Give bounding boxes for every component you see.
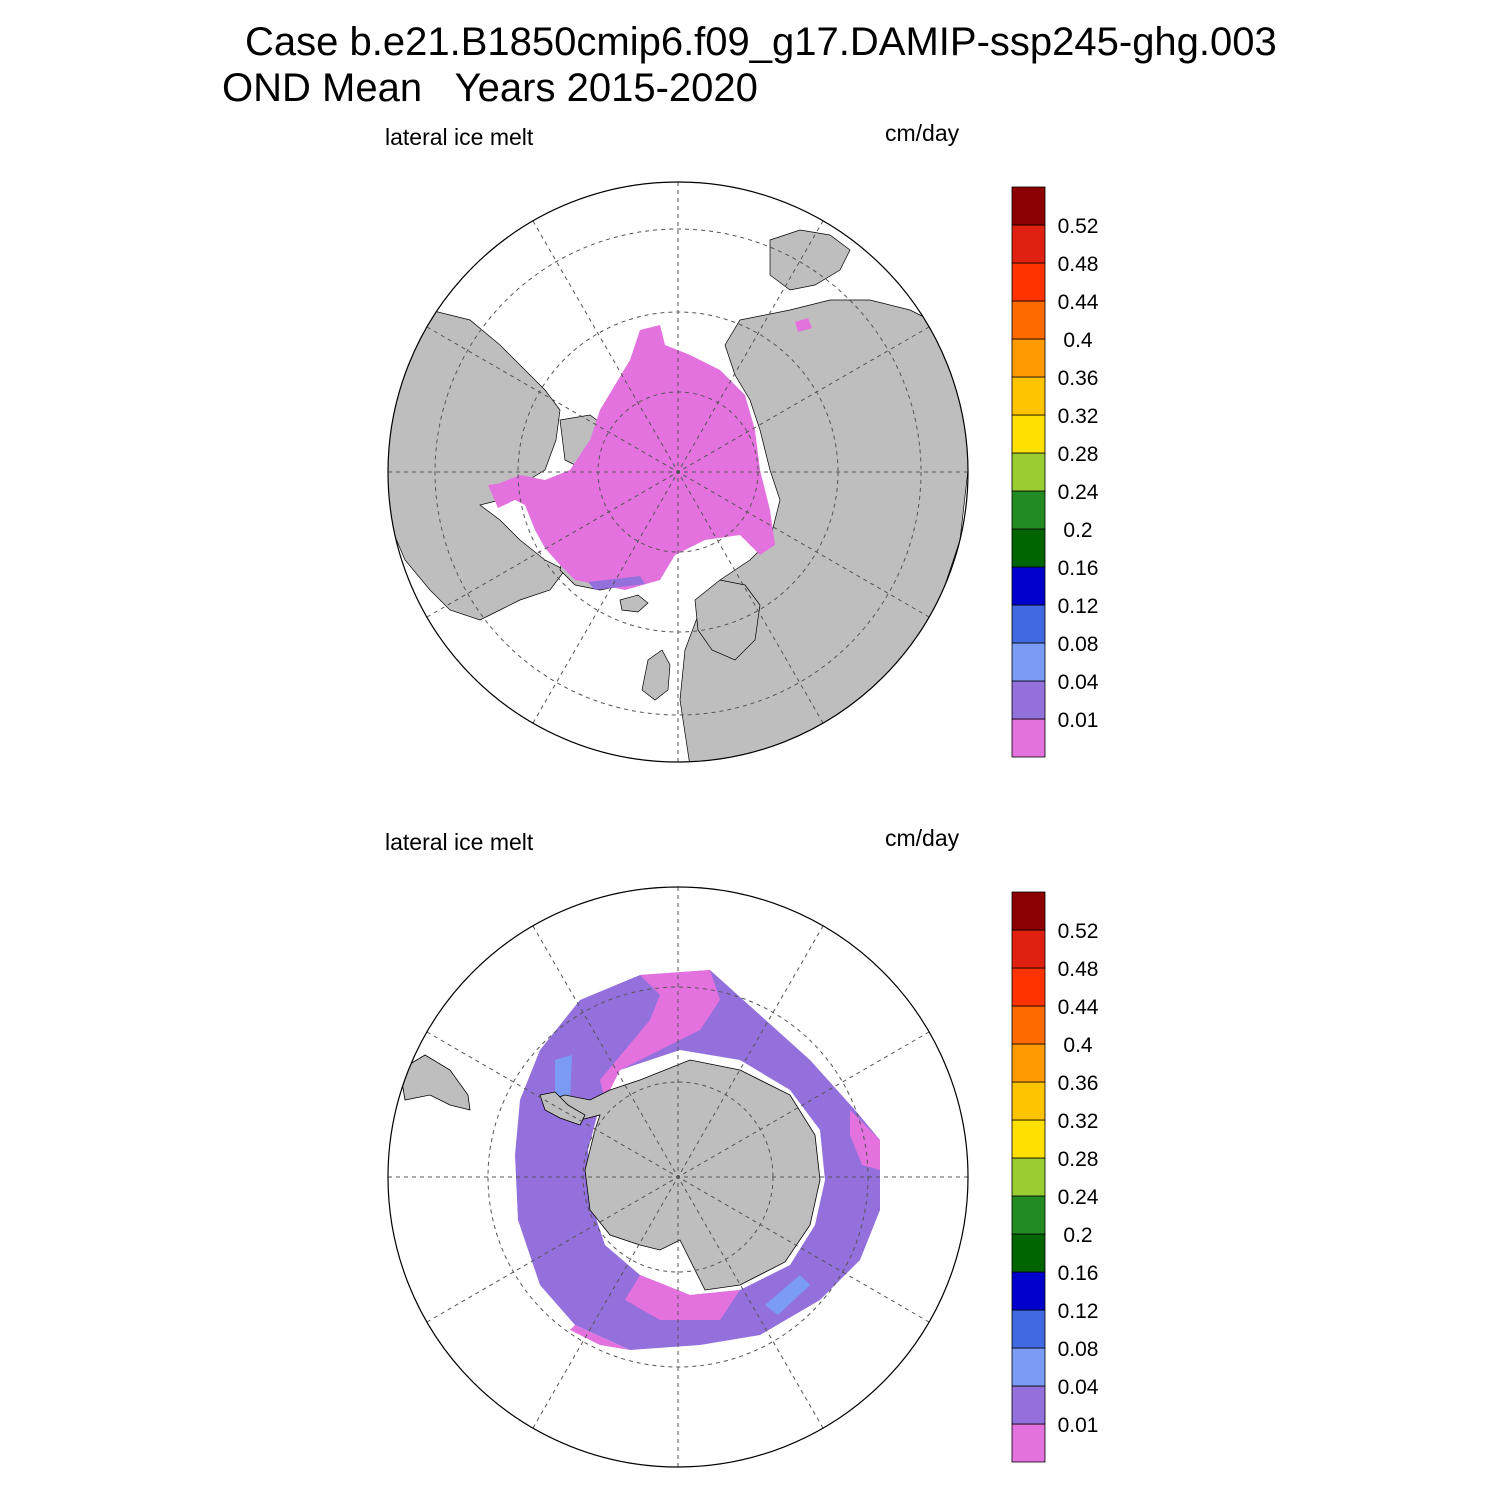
south-colorbar-box-7 <box>1011 1157 1046 1197</box>
north-colorbar-box-3 <box>1011 604 1046 644</box>
south-colorbar-tick-label: 0.01 <box>1058 1414 1099 1437</box>
north-ice-melt-patch <box>795 318 812 332</box>
south-colorbar-tick-label: 0.52 <box>1058 920 1099 943</box>
south-graticule <box>388 887 968 1467</box>
south-polar-map <box>387 886 969 1468</box>
south-left-label: lateral ice melt <box>385 829 534 855</box>
north-left-label: lateral ice melt <box>385 124 534 150</box>
north-land-north-america <box>388 309 566 621</box>
north-colorbar-box-13 <box>1011 224 1046 264</box>
north-colorbar-tick-label: 0.24 <box>1058 481 1099 504</box>
south-colorbar-tick-label: 0.48 <box>1058 958 1099 981</box>
north-colorbar-box-5 <box>1011 528 1046 568</box>
south-ice-melt-0.01-b <box>625 1275 740 1320</box>
north-colorbar-box-7 <box>1011 452 1046 492</box>
north-colorbar-box-2 <box>1011 642 1046 682</box>
south-colorbar-box-10 <box>1011 1043 1046 1083</box>
south-colorbar: 0.01 0.04 0.08 0.12 0.16 0.2 0.24 0.28 0.32 0.36 0… <box>1011 891 1099 1463</box>
north-ice-melt-hudson <box>488 482 515 508</box>
north-land-scandinavia <box>694 579 761 661</box>
north-colorbar-box-6 <box>1011 490 1046 530</box>
north-land-iceland <box>619 594 649 613</box>
title-line-1: Case b.e21.B1850cmip6.f09_g17.DAMIP-ssp2… <box>245 20 1277 64</box>
south-colorbar-tick-label: 0.2 <box>1063 1224 1092 1247</box>
south-ice-melt-0.01-a <box>600 970 720 1100</box>
south-colorbar-box-13 <box>1011 929 1046 969</box>
north-polar-map <box>387 181 969 763</box>
north-colorbar-tick-label: 0.36 <box>1058 367 1099 390</box>
south-colorbar-box-11 <box>1011 1005 1046 1045</box>
north-colorbar-box-4 <box>1011 566 1046 606</box>
south-colorbar-tick-label: 0.32 <box>1058 1110 1099 1133</box>
south-ice-melt-0.04 <box>515 970 880 1350</box>
south-colorbar-tick-label: 0.16 <box>1058 1262 1099 1285</box>
south-colorbar-tick-label: 0.4 <box>1063 1034 1093 1057</box>
north-colorbar-tick-label: 0.52 <box>1058 215 1099 238</box>
south-units-label: cm/day <box>885 825 960 851</box>
south-colorbar-tick-label: 0.28 <box>1058 1148 1099 1171</box>
south-ice-melt-0.01-d <box>570 1325 630 1350</box>
south-colorbar-box-5 <box>1011 1233 1046 1273</box>
north-colorbar: 0.01 0.04 0.08 0.12 0.16 0.2 0.24 0.28 0.32 0.36 0… <box>1011 186 1099 758</box>
north-colorbar-tick-label: 0.4 <box>1063 329 1093 352</box>
south-colorbar-tick-label: 0.08 <box>1058 1338 1099 1361</box>
north-colorbar-tick-label: 0.04 <box>1058 671 1099 694</box>
north-colorbar-box-11 <box>1011 300 1046 340</box>
north-colorbar-tick-label: 0.44 <box>1058 291 1099 314</box>
north-map-border <box>387 181 969 763</box>
south-colorbar-box-6 <box>1011 1195 1046 1235</box>
north-colorbar-tick-label: 0.16 <box>1058 557 1099 580</box>
north-units-label: cm/day <box>885 120 960 146</box>
south-colorbar-box-2 <box>1011 1347 1046 1387</box>
south-colorbar-box-4 <box>1011 1271 1046 1311</box>
north-colorbar-tick-label: 0.28 <box>1058 443 1099 466</box>
title-line-2: OND Mean Years 2015-2020 <box>222 66 758 110</box>
south-colorbar-box-9 <box>1011 1081 1046 1121</box>
north-graticule <box>388 182 968 762</box>
north-land-alaska-chukotka <box>769 229 851 291</box>
north-colorbar-box-12 <box>1011 262 1046 302</box>
north-colorbar-box-1 <box>1011 680 1046 720</box>
north-colorbar-tick-label: 0.32 <box>1058 405 1099 428</box>
south-colorbar-box-0 <box>1011 1423 1046 1463</box>
south-colorbar-box-14 <box>1011 891 1046 931</box>
north-ice-melt-0.04 <box>588 576 645 590</box>
south-ice-melt-0.01-c <box>850 1110 880 1170</box>
north-colorbar-box-9 <box>1011 376 1046 416</box>
south-colorbar-tick-label: 0.44 <box>1058 996 1099 1019</box>
south-colorbar-box-3 <box>1011 1309 1046 1349</box>
south-colorbar-tick-label: 0.24 <box>1058 1186 1099 1209</box>
north-colorbar-tick-label: 0.48 <box>1058 253 1099 276</box>
north-colorbar-box-8 <box>1011 414 1046 454</box>
south-colorbar-box-1 <box>1011 1385 1046 1425</box>
south-colorbar-tick-label: 0.04 <box>1058 1376 1099 1399</box>
north-colorbar-box-14 <box>1011 186 1046 226</box>
south-map-border <box>387 886 969 1468</box>
south-colorbar-box-12 <box>1011 967 1046 1007</box>
south-colorbar-tick-label: 0.36 <box>1058 1072 1099 1095</box>
north-colorbar-tick-label: 0.2 <box>1063 519 1092 542</box>
north-colorbar-tick-label: 0.01 <box>1058 709 1099 732</box>
north-colorbar-tick-label: 0.08 <box>1058 633 1099 656</box>
north-colorbar-box-0 <box>1011 718 1046 758</box>
north-colorbar-box-10 <box>1011 338 1046 378</box>
south-colorbar-box-8 <box>1011 1119 1046 1159</box>
south-colorbar-tick-label: 0.12 <box>1058 1300 1099 1323</box>
north-land-british-isles <box>641 649 671 701</box>
south-ice-melt-0.08-b <box>765 1275 810 1315</box>
north-ice-melt-0.01 <box>495 325 775 590</box>
south-land-south-america <box>399 1054 471 1111</box>
north-colorbar-tick-label: 0.12 <box>1058 595 1099 618</box>
